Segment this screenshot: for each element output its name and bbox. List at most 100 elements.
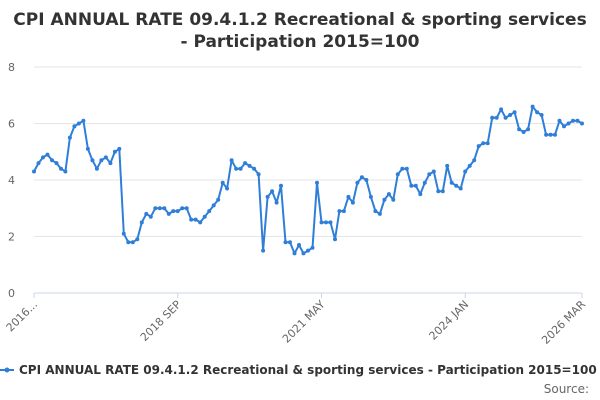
data-point[interactable] xyxy=(368,194,373,199)
data-point[interactable] xyxy=(189,217,194,222)
data-point[interactable] xyxy=(207,209,212,214)
data-point[interactable] xyxy=(472,158,477,163)
data-point[interactable] xyxy=(418,192,423,197)
data-point[interactable] xyxy=(229,158,234,163)
data-point[interactable] xyxy=(108,161,113,166)
data-point[interactable] xyxy=(32,169,36,174)
data-point[interactable] xyxy=(234,166,239,171)
data-point[interactable] xyxy=(535,110,540,115)
data-point[interactable] xyxy=(553,132,557,137)
data-point[interactable] xyxy=(270,189,275,194)
data-point[interactable] xyxy=(162,206,167,211)
data-point[interactable] xyxy=(45,152,50,157)
data-point[interactable] xyxy=(184,206,189,211)
data-point[interactable] xyxy=(202,214,207,219)
data-point[interactable] xyxy=(94,166,99,171)
data-point[interactable] xyxy=(59,166,63,171)
data-point[interactable] xyxy=(76,121,81,126)
data-point[interactable] xyxy=(67,135,72,140)
data-point[interactable] xyxy=(337,209,342,214)
data-point[interactable] xyxy=(319,220,324,225)
data-point[interactable] xyxy=(427,172,432,177)
data-point[interactable] xyxy=(41,155,45,160)
data-point[interactable] xyxy=(409,183,414,188)
data-point[interactable] xyxy=(63,169,68,174)
data-point[interactable] xyxy=(247,163,252,168)
data-point[interactable] xyxy=(499,107,504,112)
data-point[interactable] xyxy=(306,248,310,253)
data-point[interactable] xyxy=(166,211,171,216)
data-point[interactable] xyxy=(333,237,337,242)
data-point[interactable] xyxy=(90,158,95,163)
source-credit[interactable]: Source: xyxy=(544,382,589,396)
data-point[interactable] xyxy=(517,127,522,132)
data-point[interactable] xyxy=(364,178,369,182)
data-point[interactable] xyxy=(350,200,355,205)
data-point[interactable] xyxy=(571,118,575,123)
data-point[interactable] xyxy=(548,132,553,137)
data-point[interactable] xyxy=(458,186,463,191)
data-point[interactable] xyxy=(449,180,454,185)
data-point[interactable] xyxy=(431,169,436,174)
data-point[interactable] xyxy=(85,146,90,151)
data-point[interactable] xyxy=(126,240,131,245)
data-point[interactable] xyxy=(112,149,117,154)
data-point[interactable] xyxy=(400,166,405,171)
data-point[interactable] xyxy=(494,115,499,120)
data-point[interactable] xyxy=(341,209,346,214)
legend[interactable]: CPI ANNUAL RATE 09.4.1.2 Recreational & … xyxy=(0,363,597,377)
data-point[interactable] xyxy=(252,166,257,171)
data-point[interactable] xyxy=(256,172,261,177)
data-point[interactable] xyxy=(557,118,562,123)
data-point[interactable] xyxy=(171,209,176,214)
data-point[interactable] xyxy=(544,132,549,137)
data-point[interactable] xyxy=(404,166,409,171)
data-point[interactable] xyxy=(373,209,378,214)
data-point[interactable] xyxy=(193,217,198,222)
data-point[interactable] xyxy=(575,118,580,123)
data-point[interactable] xyxy=(216,197,221,202)
data-point[interactable] xyxy=(283,240,288,245)
data-point[interactable] xyxy=(481,141,486,146)
data-point[interactable] xyxy=(261,248,266,253)
data-point[interactable] xyxy=(153,206,158,211)
data-point[interactable] xyxy=(324,220,328,225)
data-point[interactable] xyxy=(121,231,126,236)
data-point[interactable] xyxy=(135,237,140,242)
data-point[interactable] xyxy=(395,172,400,177)
data-point[interactable] xyxy=(467,163,472,168)
data-point[interactable] xyxy=(382,197,387,202)
data-point[interactable] xyxy=(485,141,490,146)
data-point[interactable] xyxy=(288,240,292,245)
data-point[interactable] xyxy=(238,166,243,171)
data-point[interactable] xyxy=(521,130,526,134)
data-point[interactable] xyxy=(265,194,270,199)
data-point[interactable] xyxy=(148,214,153,219)
data-point[interactable] xyxy=(476,144,481,149)
data-point[interactable] xyxy=(301,251,306,256)
data-point[interactable] xyxy=(292,251,297,256)
data-point[interactable] xyxy=(315,180,319,185)
data-point[interactable] xyxy=(413,183,418,188)
data-point[interactable] xyxy=(297,243,301,247)
data-point[interactable] xyxy=(103,155,108,160)
data-point[interactable] xyxy=(503,115,508,120)
data-point[interactable] xyxy=(180,206,185,211)
data-point[interactable] xyxy=(117,146,122,151)
data-point[interactable] xyxy=(346,194,351,199)
data-point[interactable] xyxy=(454,183,459,188)
data-point[interactable] xyxy=(279,183,283,188)
legend-item-label[interactable]: CPI ANNUAL RATE 09.4.1.2 Recreational & … xyxy=(19,363,597,377)
data-point[interactable] xyxy=(50,158,54,163)
data-point[interactable] xyxy=(539,113,544,117)
data-point[interactable] xyxy=(422,180,427,185)
data-point[interactable] xyxy=(310,245,315,250)
data-point[interactable] xyxy=(355,180,360,185)
data-point[interactable] xyxy=(562,124,566,129)
data-point[interactable] xyxy=(54,161,59,166)
data-point[interactable] xyxy=(157,206,162,211)
data-point[interactable] xyxy=(72,124,77,129)
data-point[interactable] xyxy=(220,180,225,185)
data-point[interactable] xyxy=(508,113,513,117)
data-point[interactable] xyxy=(530,104,535,109)
